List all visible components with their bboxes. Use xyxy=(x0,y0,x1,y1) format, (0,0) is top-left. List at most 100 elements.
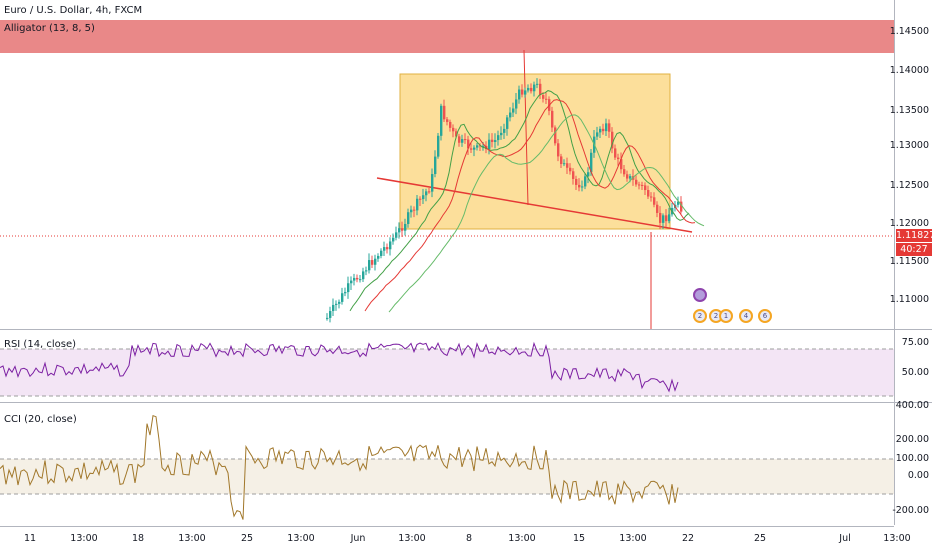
candle-body xyxy=(449,121,452,128)
event-icon-eu[interactable] xyxy=(693,288,707,302)
candle-body xyxy=(536,83,539,85)
time-axis[interactable]: 11 13:00 18 13:00 25 13:00 Jun 13:00 8 1… xyxy=(0,526,911,551)
candle-body xyxy=(389,241,392,250)
candle-body xyxy=(383,247,386,251)
cci-band xyxy=(0,459,894,494)
candle-body xyxy=(494,140,497,142)
resistance-zone[interactable] xyxy=(0,20,894,53)
alligator-lips xyxy=(349,90,690,312)
event-icon-us-1[interactable]: 2 xyxy=(693,309,707,323)
candle-body xyxy=(347,283,350,293)
candle-body xyxy=(329,311,332,318)
candle-body xyxy=(386,247,389,250)
candle-body xyxy=(407,212,410,224)
candle-body xyxy=(350,280,353,284)
candle-body xyxy=(473,147,476,150)
cci-legend[interactable]: CCI (20, close) xyxy=(4,414,77,425)
cci-tick: -200.00 xyxy=(892,505,929,516)
candle-body xyxy=(566,163,569,168)
pane-separator[interactable] xyxy=(0,329,932,330)
candle-body xyxy=(554,127,557,144)
candle-body xyxy=(371,260,374,265)
candle-body xyxy=(368,260,371,271)
candle-body xyxy=(476,145,479,148)
candle-body xyxy=(437,135,440,157)
event-icon-us-3[interactable]: 4 xyxy=(739,309,753,323)
candle-body xyxy=(644,185,647,191)
candle-body xyxy=(641,184,644,186)
candle-body xyxy=(422,195,425,200)
candle-body xyxy=(602,128,605,132)
candle-body xyxy=(458,136,461,143)
candle-body xyxy=(650,196,653,198)
time-tick: 13:00 xyxy=(287,533,315,544)
candle-body xyxy=(374,258,377,265)
candle-body xyxy=(569,167,572,172)
current-price-tag: 1.11827 xyxy=(896,229,932,242)
price-chart-canvas[interactable] xyxy=(0,0,894,329)
rsi-axis[interactable]: 75.00 50.00 xyxy=(894,330,932,402)
candle-body xyxy=(428,191,431,193)
candle-body xyxy=(560,156,563,165)
candle-body xyxy=(392,237,395,242)
cci-tick: 100.00 xyxy=(895,453,929,464)
price-axis[interactable]: 1.14500 1.14000 1.13500 1.13000 1.12500 … xyxy=(890,0,932,329)
time-tick: 25 xyxy=(753,533,767,544)
time-tick: 25 xyxy=(240,533,254,544)
rsi-pane[interactable]: RSI (14, close) xyxy=(0,330,894,402)
time-tick: 18 xyxy=(131,533,145,544)
vertical-line-1[interactable] xyxy=(523,49,529,206)
event-icon-us-4[interactable]: 6 xyxy=(758,309,772,323)
price-tick: 1.13000 xyxy=(889,140,929,151)
candle-body xyxy=(506,117,509,129)
candle-body xyxy=(656,204,659,213)
candle-body xyxy=(461,139,464,143)
candle-body xyxy=(338,301,341,304)
time-tick: Jun xyxy=(350,533,366,544)
candle-body xyxy=(488,139,491,150)
candle-body xyxy=(332,304,335,312)
alligator-legend[interactable]: Alligator (13, 8, 5) xyxy=(4,23,95,34)
candle-body xyxy=(539,83,542,96)
cci-axis[interactable]: 400.00 200.00 100.00 0.00 -200.00 xyxy=(892,400,932,525)
pane-separator[interactable] xyxy=(0,402,932,403)
time-tick: 22 xyxy=(681,533,695,544)
candle-body xyxy=(464,139,467,141)
candle-body xyxy=(482,145,485,147)
candle-body xyxy=(521,89,524,95)
candle-body xyxy=(413,209,416,211)
candle-body xyxy=(341,293,344,302)
bar-countdown: 40:27 xyxy=(896,243,932,256)
cci-line xyxy=(0,415,679,520)
candle-body xyxy=(653,197,656,205)
price-tick: 1.11000 xyxy=(889,294,929,305)
rsi-tick: 75.00 xyxy=(901,337,929,348)
event-icon-us-2[interactable]: 1 xyxy=(719,309,733,323)
candle-body xyxy=(452,127,455,132)
price-tick: 1.13500 xyxy=(889,105,929,116)
candle-body xyxy=(542,95,545,99)
candle-body xyxy=(419,198,422,200)
candle-body xyxy=(512,108,515,113)
candle-body xyxy=(563,163,566,165)
price-chart-pane[interactable]: Euro / U.S. Dollar, 4h, FXCM Alligator (… xyxy=(0,0,894,329)
symbol-title[interactable]: Euro / U.S. Dollar, 4h, FXCM xyxy=(4,5,143,16)
trendline[interactable] xyxy=(376,177,693,233)
rsi-legend[interactable]: RSI (14, close) xyxy=(4,339,77,350)
candle-body xyxy=(572,171,575,179)
candle-body xyxy=(404,223,407,231)
candle-body xyxy=(545,98,548,100)
candle-body xyxy=(515,99,518,109)
time-tick: 11 xyxy=(23,533,37,544)
candle-body xyxy=(638,184,641,186)
rsi-line xyxy=(0,341,679,393)
price-tick: 1.14000 xyxy=(889,65,929,76)
candle-body xyxy=(596,132,599,137)
candle-body xyxy=(491,139,494,142)
time-tick: 8 xyxy=(465,533,473,544)
candle-body xyxy=(614,148,617,158)
candle-body xyxy=(527,87,530,91)
candle-body xyxy=(677,201,680,205)
cci-pane[interactable]: CCI (20, close) xyxy=(0,403,894,525)
candle-body xyxy=(584,176,587,187)
